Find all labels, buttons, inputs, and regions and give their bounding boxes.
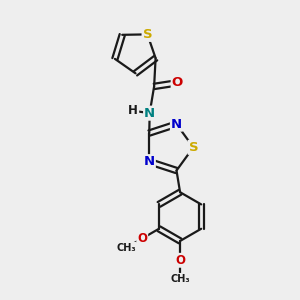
- Text: S: S: [142, 28, 152, 41]
- Text: N: N: [171, 118, 182, 131]
- Text: O: O: [172, 76, 183, 89]
- Text: N: N: [144, 155, 155, 168]
- Text: O: O: [175, 254, 185, 267]
- Text: S: S: [188, 141, 198, 154]
- Text: N: N: [144, 107, 155, 120]
- Text: H: H: [128, 104, 138, 117]
- Text: O: O: [137, 232, 147, 245]
- Text: CH₃: CH₃: [170, 274, 190, 284]
- Text: CH₃: CH₃: [116, 243, 136, 253]
